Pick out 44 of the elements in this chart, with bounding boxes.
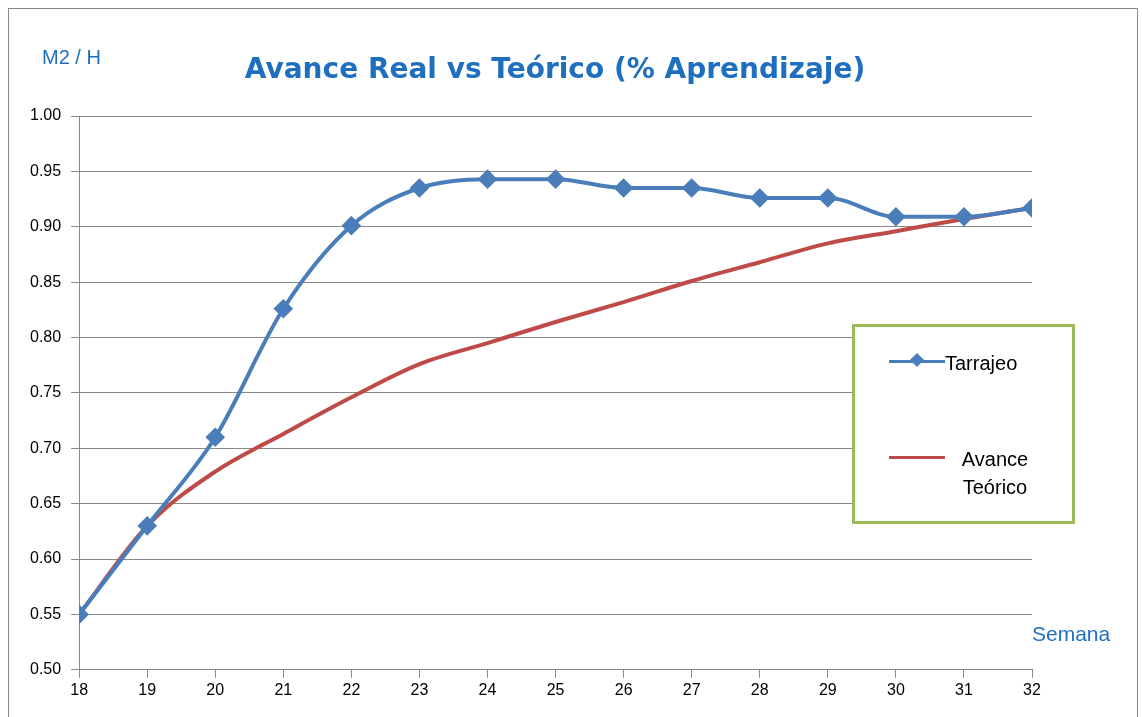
- y-tick-label: 0.60: [30, 549, 62, 567]
- y-tick-label: 0.65: [30, 494, 62, 512]
- point: [954, 207, 973, 226]
- x-tick-label: 18: [70, 680, 89, 698]
- x-axis-title: Semana: [1032, 622, 1111, 646]
- x-tick-label: 25: [546, 680, 565, 698]
- legend-label: Avance Teórico: [960, 447, 1030, 500]
- y-tick-label: 0.90: [30, 217, 62, 235]
- x-tick-label: 22: [342, 680, 361, 698]
- point: [818, 188, 837, 207]
- y-tick-label: 0.80: [30, 327, 62, 345]
- x-tick-label: 21: [274, 680, 293, 698]
- point: [206, 428, 225, 447]
- point: [478, 170, 497, 189]
- y-tick-label: 0.55: [30, 604, 62, 622]
- x-tick-label: 26: [614, 680, 633, 698]
- y-tick-label: 0.50: [30, 660, 62, 678]
- point: [750, 188, 769, 207]
- point: [886, 207, 905, 226]
- point: [614, 178, 633, 197]
- x-tick-label: 23: [410, 680, 429, 698]
- x-tick-label: 31: [955, 680, 973, 698]
- point: [138, 516, 157, 535]
- x-tick-label: 27: [682, 680, 701, 698]
- x-tick-label: 20: [206, 680, 225, 698]
- point: [410, 178, 429, 197]
- point: [546, 170, 565, 189]
- x-tick-label: 19: [138, 680, 157, 698]
- y-axis-title: M2 / H: [42, 46, 101, 69]
- x-tick-label: 29: [818, 680, 837, 698]
- chart-title: Avance Real vs Teórico (% Aprendizaje): [244, 52, 866, 85]
- point: [342, 216, 361, 235]
- point: [274, 299, 293, 318]
- y-tick-label: 0.75: [30, 383, 62, 401]
- point: [682, 178, 701, 197]
- x-tick-label: 28: [750, 680, 769, 698]
- legend-label: Tarrajeo: [945, 351, 1018, 376]
- y-tick-label: 1.00: [30, 106, 62, 124]
- y-tick-label: 0.70: [30, 438, 62, 456]
- x-tick-label: 30: [886, 680, 905, 698]
- y-tick-label: 0.85: [30, 272, 62, 290]
- y-tick-label: 0.95: [30, 161, 62, 179]
- x-tick-label: 32: [1023, 680, 1041, 698]
- x-tick-label: 24: [478, 680, 497, 698]
